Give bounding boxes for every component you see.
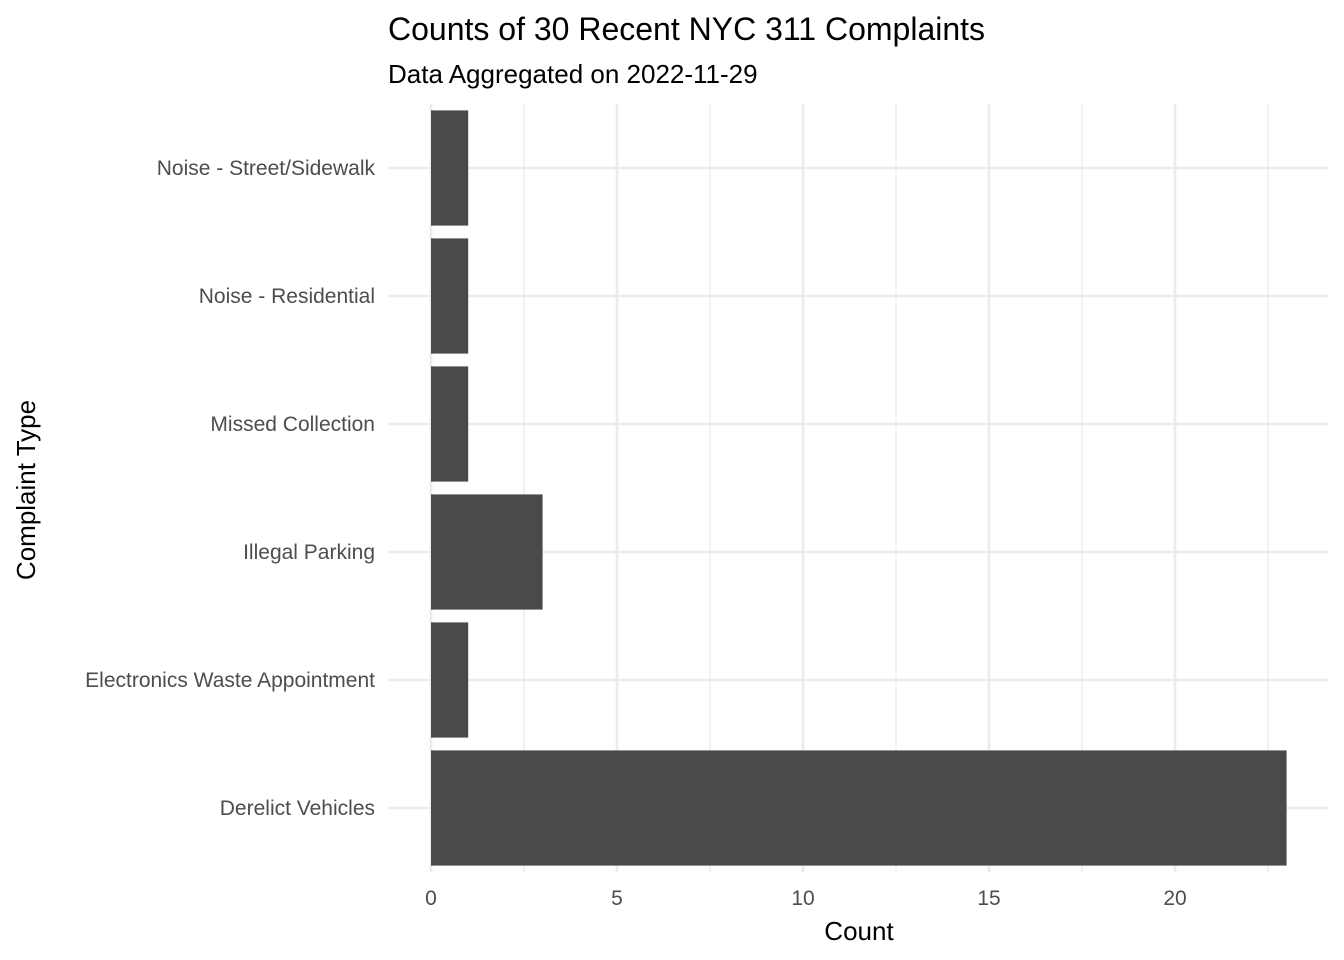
bar xyxy=(431,366,469,482)
bar xyxy=(431,750,1287,866)
x-tick-label: 15 xyxy=(977,887,1000,910)
y-axis-title: Complaint Type xyxy=(11,400,41,580)
y-tick-label: Derelict Vehicles xyxy=(220,797,375,820)
bars xyxy=(431,110,1287,866)
y-tick-label: Missed Collection xyxy=(210,413,375,436)
bar xyxy=(431,238,469,354)
x-tick-label: 20 xyxy=(1163,887,1186,910)
y-tick-label: Illegal Parking xyxy=(243,541,375,564)
bar xyxy=(431,622,469,738)
x-tick-label: 0 xyxy=(425,887,437,910)
x-tick-label: 5 xyxy=(611,887,623,910)
y-tick-label: Noise - Street/Sidewalk xyxy=(157,157,376,180)
y-tick-label: Electronics Waste Appointment xyxy=(85,669,375,692)
bar xyxy=(431,110,469,226)
y-tick-label: Noise - Residential xyxy=(199,285,375,308)
x-axis-title: Count xyxy=(824,916,894,946)
x-tick-label: 10 xyxy=(791,887,814,910)
x-axis-ticks: 0 5 10 15 20 xyxy=(425,887,1187,910)
bar xyxy=(431,494,543,610)
y-axis-ticks: Derelict Vehicles Electronics Waste Appoi… xyxy=(85,157,375,820)
chart-title: Counts of 30 Recent NYC 311 Complaints xyxy=(388,11,985,47)
chart-subtitle: Data Aggregated on 2022-11-29 xyxy=(388,59,758,89)
